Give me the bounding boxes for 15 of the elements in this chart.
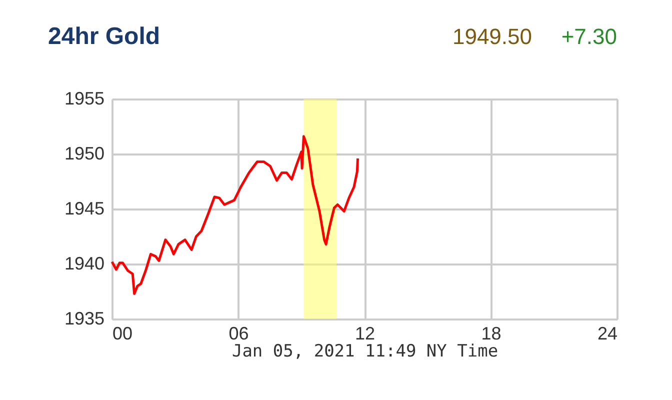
chart-title: 24hr Gold — [48, 23, 160, 50]
y-tick-label: 1945 — [64, 198, 104, 218]
x-tick-label: 24 — [597, 324, 618, 344]
x-axis-title: Jan 05, 2021 11:49 NY Time — [232, 342, 498, 362]
x-tick-label: 12 — [354, 324, 376, 344]
text: 1949.50 — [452, 24, 532, 49]
text: +7.30 — [561, 24, 617, 49]
x-tick-label: 00 — [112, 324, 133, 344]
y-tick-label: 1955 — [64, 88, 104, 108]
y-tick-label: 1950 — [64, 144, 104, 164]
line-series — [110, 135, 360, 295]
y-tick-label: 1935 — [64, 308, 104, 328]
x-tick-label: 06 — [228, 324, 249, 344]
x-tick-label: 18 — [481, 324, 502, 344]
y-tick-label: 1940 — [64, 254, 104, 274]
